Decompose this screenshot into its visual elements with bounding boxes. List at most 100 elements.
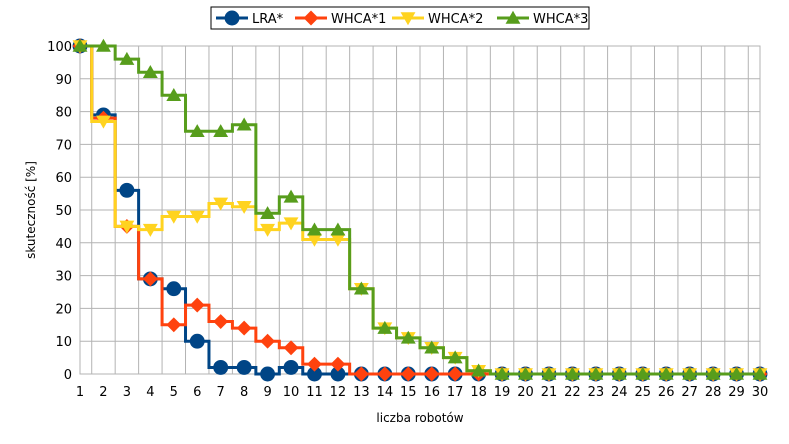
x-tick-label: 10: [283, 385, 300, 400]
data-point: [260, 366, 276, 382]
data-point: [564, 366, 580, 380]
legend-entry: LRA*: [216, 10, 284, 27]
x-tick-label: 25: [634, 385, 651, 400]
data-point: [307, 222, 322, 236]
data-point: [260, 223, 276, 237]
y-tick-label: 70: [55, 138, 72, 153]
x-tick-label: 7: [217, 385, 225, 400]
series-layer: [72, 38, 768, 382]
legend-entry: WHCA*3: [497, 10, 588, 27]
y-tick-label: 30: [55, 270, 72, 285]
data-point: [330, 356, 346, 372]
series-WHCA*3: [72, 38, 768, 380]
data-point: [611, 366, 627, 380]
data-point: [283, 340, 299, 356]
y-tick-label: 50: [55, 204, 72, 219]
x-tick-label: 17: [447, 385, 464, 400]
x-tick-label: 4: [146, 385, 154, 400]
data-point: [119, 220, 135, 234]
data-point: [377, 366, 393, 382]
x-tick-label: 3: [123, 385, 131, 400]
legend-label: WHCA*1: [331, 12, 386, 27]
data-point: [400, 366, 416, 382]
data-point: [166, 210, 182, 224]
legend-label: WHCA*2: [428, 12, 483, 27]
data-point: [119, 51, 135, 65]
data-point: [682, 366, 698, 380]
x-tick-label: 26: [658, 385, 675, 400]
legend-swatch-marker: [505, 10, 521, 24]
data-point: [236, 360, 252, 375]
legend-entry: WHCA*2: [392, 12, 483, 27]
x-tick-label: 29: [728, 385, 745, 400]
legend-swatch-marker: [303, 10, 319, 26]
legend-entry: WHCA*1: [295, 10, 386, 27]
legend-label: WHCA*3: [533, 12, 588, 27]
legend-swatch-marker: [224, 10, 240, 26]
data-point: [189, 333, 205, 349]
x-tick-label: 19: [494, 385, 511, 400]
data-point: [588, 366, 604, 380]
data-point: [752, 366, 768, 380]
legend-swatch-marker: [400, 12, 416, 26]
y-tick-label: 80: [55, 106, 72, 121]
data-point: [447, 366, 463, 382]
data-point: [424, 366, 440, 382]
x-tick-label: 24: [611, 385, 628, 400]
y-tick-label: 40: [55, 237, 72, 252]
data-point: [166, 317, 182, 333]
y-tick-label: 60: [55, 171, 72, 186]
x-tick-label: 13: [353, 385, 370, 400]
x-tick-label: 30: [752, 385, 769, 400]
data-point: [260, 206, 276, 220]
data-point: [400, 330, 416, 344]
x-tick-label: 28: [705, 385, 722, 400]
x-axis-ticks: 1 2 3 4 5 6 7 8 9 10 11 12 13 14 15 16 17 18 19 20 21 22 23 24 2…: [76, 385, 768, 400]
data-point: [213, 124, 229, 138]
data-point: [236, 200, 252, 214]
data-point: [518, 366, 533, 380]
data-point: [72, 38, 88, 52]
data-point: [471, 363, 487, 377]
data-point: [307, 233, 322, 247]
data-point: [424, 340, 440, 354]
data-point: [189, 210, 205, 224]
y-tick-label: 100: [47, 40, 72, 55]
y-tick-label: 10: [55, 335, 72, 350]
data-point: [119, 182, 135, 198]
data-point: [353, 366, 369, 382]
x-tick-label: 5: [170, 385, 178, 400]
x-tick-label: 6: [193, 385, 201, 400]
x-tick-label: 20: [517, 385, 534, 400]
data-point: [447, 350, 463, 364]
y-tick-label: 20: [55, 302, 72, 317]
data-point: [307, 366, 322, 382]
data-point: [213, 314, 229, 329]
y-axis-ticks: 0 10 20 30 40 50 60 70 80 90 100: [47, 40, 72, 383]
data-point: [283, 360, 299, 375]
data-point: [494, 366, 510, 380]
x-tick-label: 11: [306, 385, 323, 400]
x-tick-label: 15: [400, 385, 417, 400]
data-point: [213, 197, 229, 211]
data-point: [330, 366, 346, 382]
data-point: [260, 333, 276, 349]
x-tick-label: 2: [99, 385, 107, 400]
x-tick-label: 8: [240, 385, 248, 400]
data-point: [142, 65, 158, 78]
x-tick-label: 18: [470, 385, 487, 400]
x-tick-label: 14: [377, 385, 394, 400]
x-tick-label: 27: [681, 385, 698, 400]
data-point: [236, 117, 252, 131]
data-point: [283, 189, 299, 203]
y-tick-label: 90: [55, 73, 72, 88]
x-tick-label: 1: [76, 385, 84, 400]
x-tick-label: 22: [564, 385, 581, 400]
data-point: [541, 366, 557, 380]
data-point: [353, 281, 369, 295]
data-point: [705, 366, 721, 380]
data-point: [142, 271, 158, 287]
data-point: [729, 366, 744, 380]
data-point: [96, 38, 111, 52]
